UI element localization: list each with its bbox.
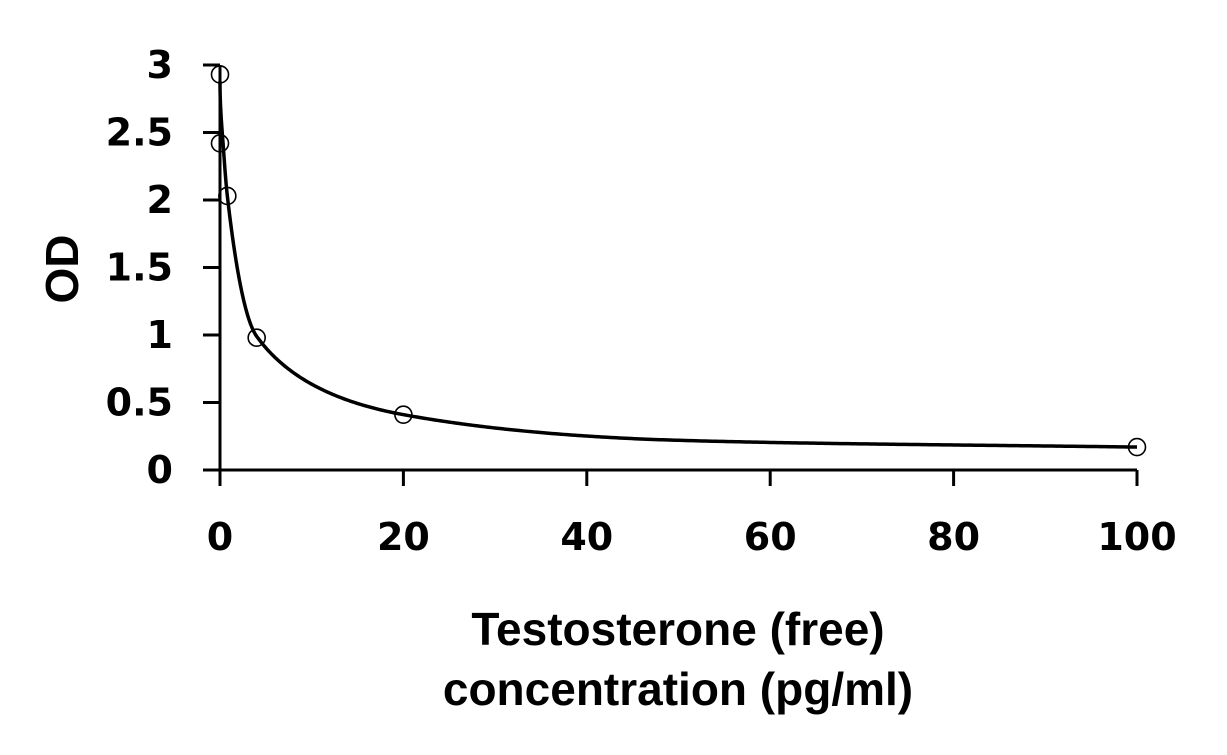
y-tick-label: 3 bbox=[147, 43, 173, 87]
data-point bbox=[247, 328, 266, 348]
data-point bbox=[1127, 437, 1147, 457]
y-tick-label: 1.5 bbox=[106, 246, 173, 290]
x-tick-label: 20 bbox=[377, 515, 430, 559]
fit-curve bbox=[218, 81, 1138, 449]
x-tick-label: 80 bbox=[927, 515, 980, 559]
x-axis-title-line1: Testosterone (free) bbox=[471, 603, 884, 655]
data-point bbox=[210, 65, 230, 84]
data-points bbox=[210, 65, 1147, 457]
x-tick-labels: 0 20 40 60 80 100 bbox=[207, 515, 1177, 559]
data-point bbox=[218, 186, 237, 206]
data-point bbox=[394, 405, 413, 424]
data-point bbox=[210, 134, 230, 153]
x-axis-title-line2: concentration (pg/ml) bbox=[443, 663, 913, 715]
y-tick-label: 0 bbox=[147, 448, 173, 492]
x-tick-label: 60 bbox=[744, 515, 797, 559]
x-tick-label: 40 bbox=[560, 515, 613, 559]
y-tick-label: 1 bbox=[147, 313, 173, 357]
y-tick-label: 0.5 bbox=[106, 381, 173, 425]
axes bbox=[203, 63, 1139, 486]
y-tick-labels: 0 0.5 1 1.5 2 2.5 3 bbox=[106, 43, 173, 492]
y-tick-label: 2 bbox=[147, 178, 173, 222]
y-axis-title: OD bbox=[36, 235, 88, 304]
x-tick-label: 100 bbox=[1097, 515, 1176, 559]
y-tick-label: 2.5 bbox=[106, 111, 173, 155]
x-tick-label: 0 bbox=[207, 515, 233, 559]
